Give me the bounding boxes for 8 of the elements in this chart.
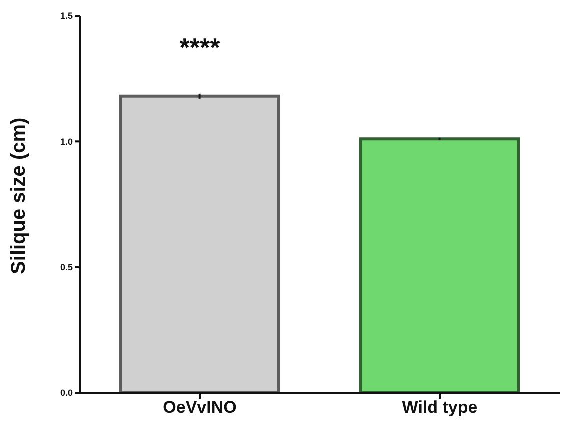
x-tick-label: Wild type [402, 398, 478, 418]
y-axis-title: Silique size (cm) [8, 118, 30, 274]
y-tick-label: 0.0 [60, 388, 73, 398]
annotation: **** [180, 32, 222, 62]
x-tick-label: OeVvINO [163, 398, 237, 418]
y-tick-label: 1.0 [60, 136, 73, 147]
y-tick-label: 1.5 [60, 11, 73, 22]
y-tick-label: 0.5 [60, 262, 73, 273]
